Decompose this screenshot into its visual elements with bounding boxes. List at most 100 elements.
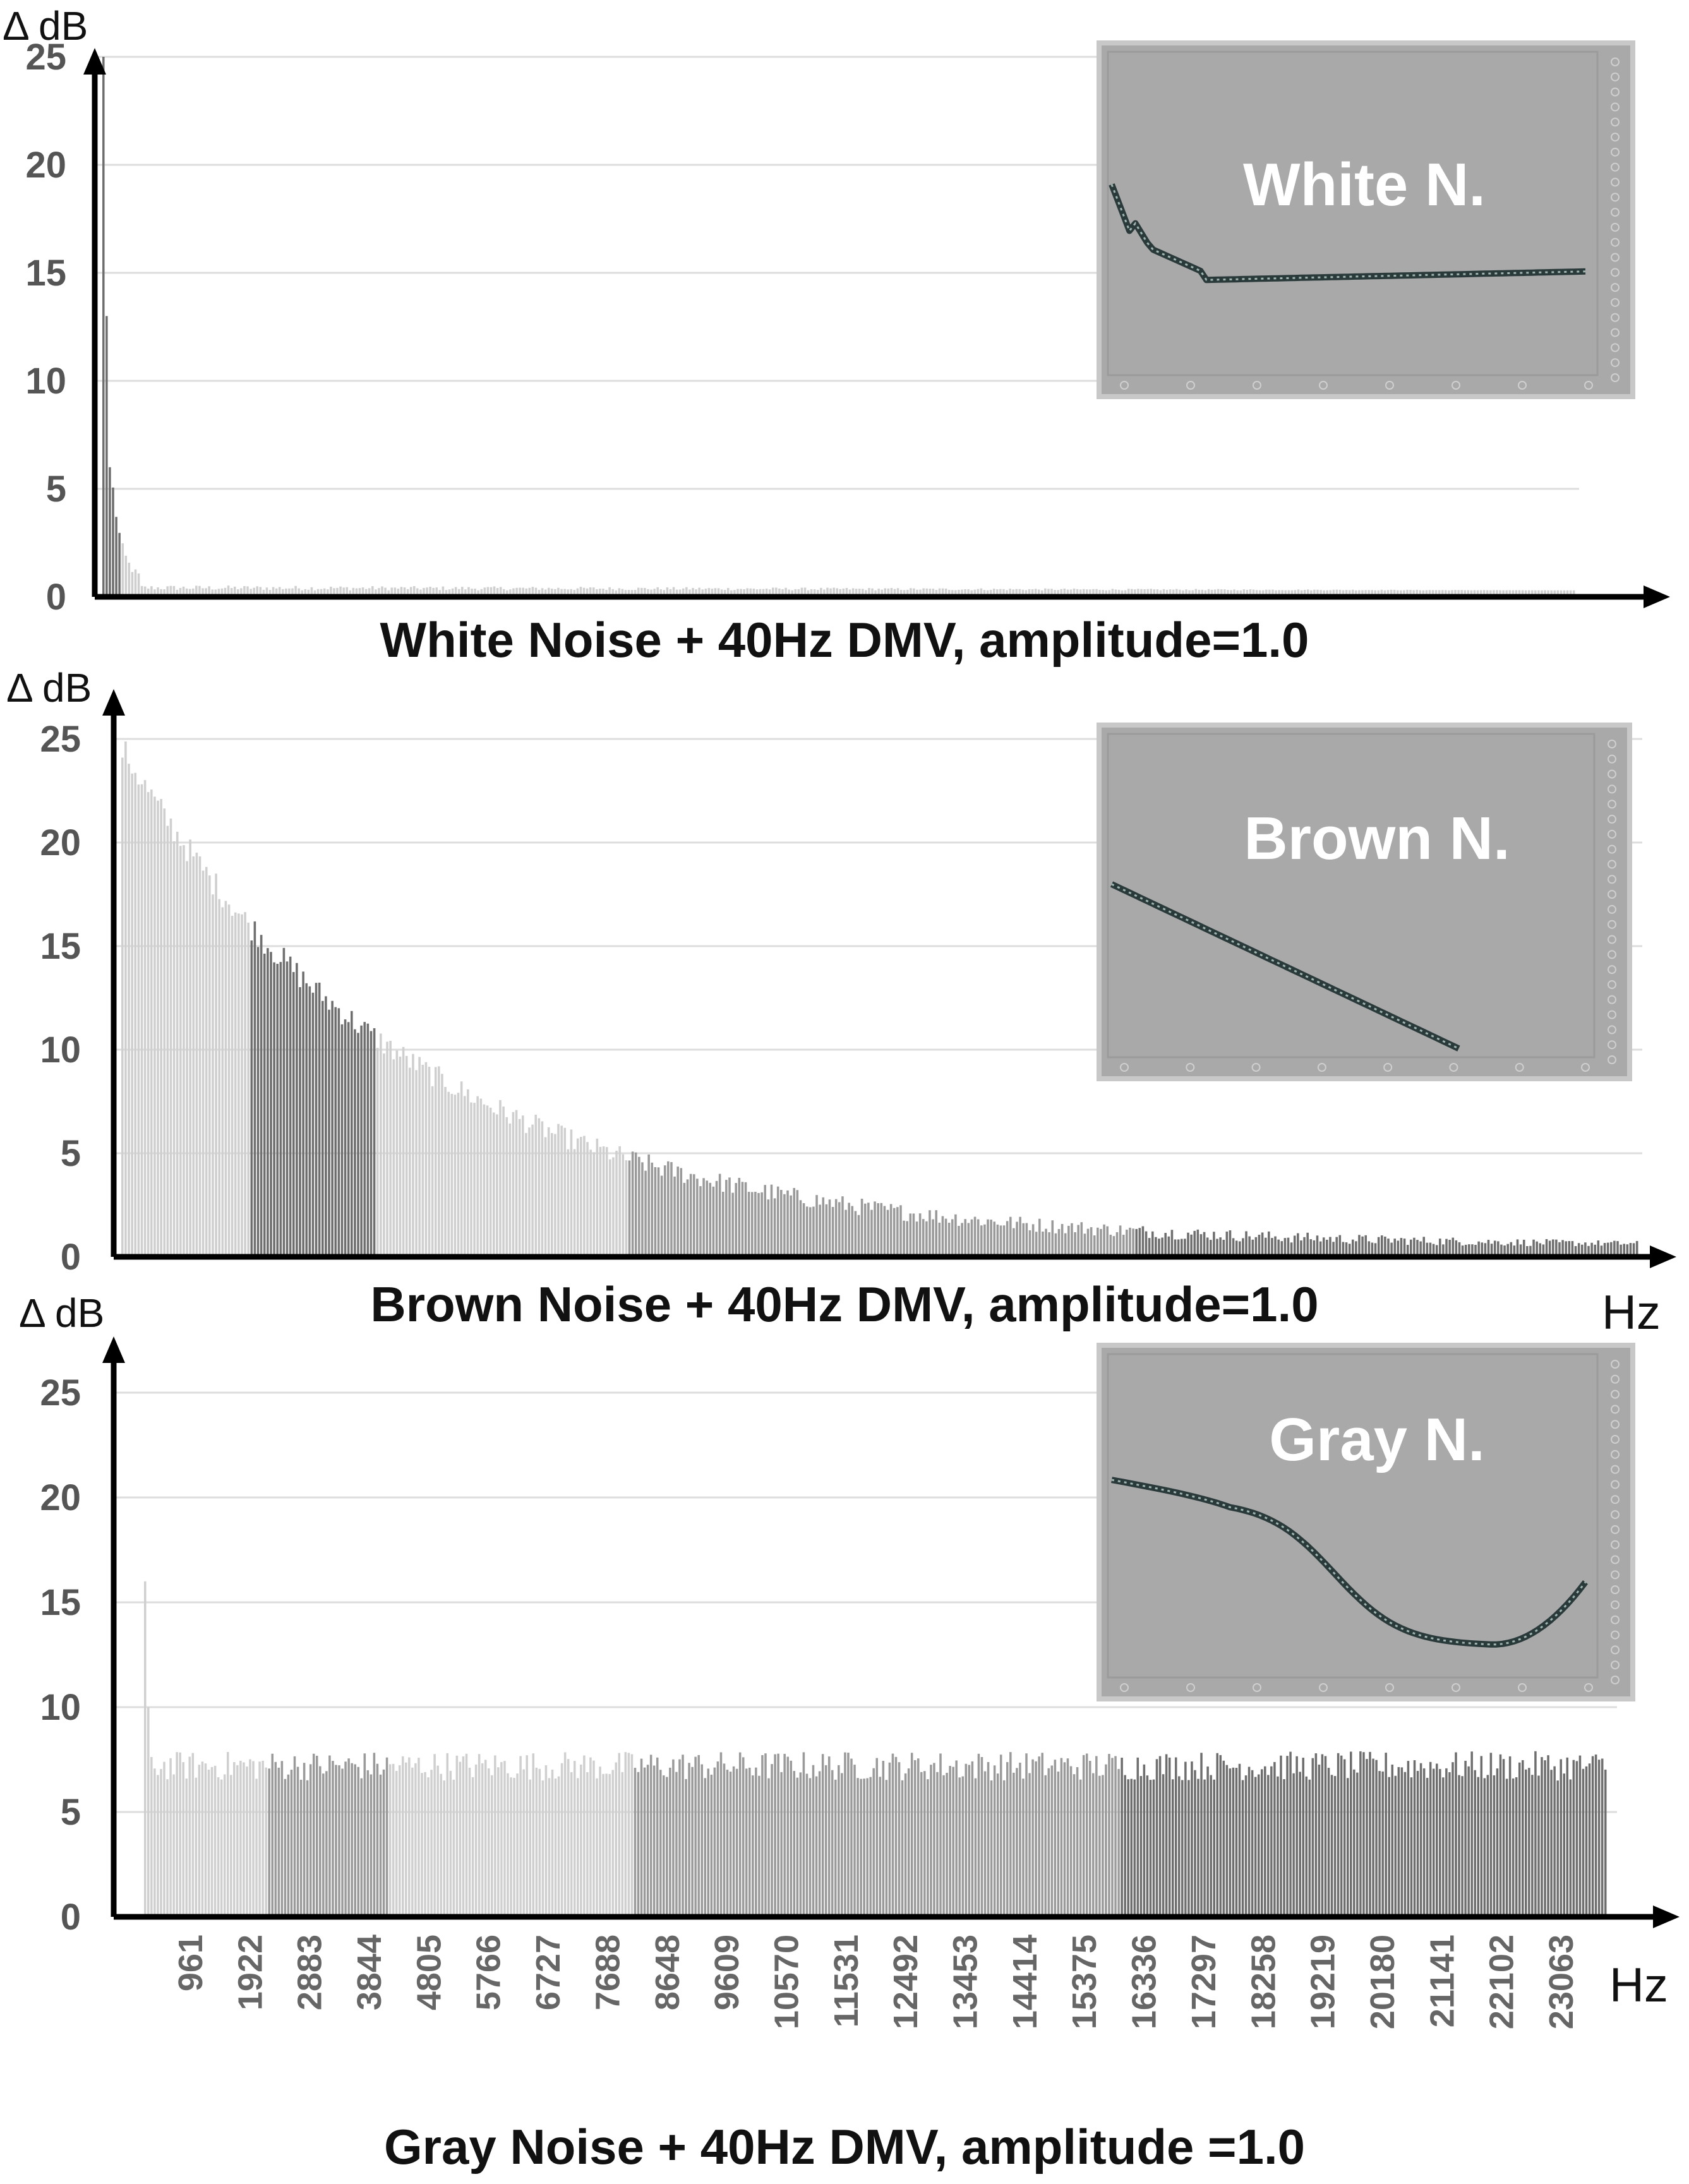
- bar: [408, 1757, 411, 1917]
- bar: [355, 588, 358, 597]
- bar: [354, 1029, 356, 1257]
- bar: [673, 1176, 676, 1257]
- bar: [688, 1763, 690, 1917]
- inset-label: Gray N.: [1269, 1406, 1484, 1473]
- bar: [586, 1772, 589, 1917]
- bar: [1067, 1225, 1070, 1257]
- bar: [357, 1767, 360, 1917]
- bar: [271, 1753, 274, 1917]
- bar: [761, 1755, 764, 1917]
- bar: [403, 587, 406, 597]
- bar: [392, 1763, 395, 1917]
- bar: [723, 590, 726, 597]
- bar: [1345, 590, 1348, 597]
- bar: [1302, 1758, 1304, 1917]
- bar: [728, 1177, 731, 1257]
- bar: [272, 587, 275, 597]
- bar: [538, 589, 541, 597]
- bar: [464, 589, 467, 597]
- bar: [1448, 1772, 1451, 1917]
- bar: [1377, 590, 1380, 597]
- bar: [1002, 589, 1005, 597]
- bar: [602, 1146, 605, 1257]
- bar: [208, 586, 210, 597]
- bar: [134, 569, 137, 597]
- bar: [929, 1210, 931, 1257]
- bar: [1119, 1225, 1122, 1257]
- bar: [1048, 1232, 1050, 1257]
- bar: [1162, 1774, 1165, 1917]
- bar: [388, 1764, 392, 1917]
- bar: [608, 1773, 611, 1917]
- bar: [1371, 1242, 1374, 1257]
- bar: [163, 589, 165, 597]
- bar: [1018, 589, 1021, 597]
- bar: [198, 1765, 201, 1917]
- bar: [486, 587, 490, 597]
- bar: [663, 590, 666, 597]
- bar: [699, 1186, 702, 1257]
- bar: [270, 952, 272, 1257]
- bar: [624, 590, 627, 597]
- bar: [1238, 1763, 1241, 1917]
- bar: [1042, 1231, 1044, 1257]
- white-y-axis-label: Δ dB: [3, 3, 88, 49]
- bar: [634, 590, 637, 597]
- bar: [1587, 1245, 1590, 1257]
- bar: [1455, 1752, 1457, 1917]
- bar: [183, 845, 185, 1257]
- bar: [631, 1151, 634, 1257]
- bar: [525, 588, 528, 597]
- bar: [1429, 1242, 1432, 1257]
- bar: [853, 1765, 856, 1917]
- bar: [930, 1765, 932, 1917]
- bar: [615, 1150, 618, 1257]
- inset-ruler-dot: [1611, 177, 1620, 187]
- bar: [1384, 1236, 1386, 1257]
- inset-ruler-dot: [1608, 815, 1616, 824]
- bar: [109, 467, 111, 597]
- bar: [786, 1756, 789, 1917]
- bar: [1335, 1237, 1338, 1257]
- bar: [1324, 1756, 1327, 1917]
- y-tick-label: 0: [46, 577, 66, 618]
- bar: [131, 773, 133, 1257]
- bar: [1138, 1228, 1141, 1257]
- bar: [700, 1764, 703, 1917]
- bar: [1544, 1760, 1546, 1917]
- bar: [1361, 590, 1364, 597]
- bar: [1329, 1237, 1331, 1257]
- bar: [1063, 588, 1066, 597]
- bar: [964, 1219, 967, 1257]
- bar: [1366, 1759, 1368, 1917]
- bar: [1038, 1756, 1040, 1917]
- bar: [1233, 589, 1235, 597]
- bar: [1508, 1756, 1512, 1917]
- bar: [185, 588, 188, 597]
- bar: [460, 1081, 463, 1257]
- bar: [989, 589, 992, 597]
- bar: [1306, 589, 1309, 597]
- bar: [1174, 1239, 1177, 1257]
- bar: [1222, 1240, 1225, 1257]
- bar: [548, 1778, 551, 1917]
- bar: [890, 587, 893, 597]
- bar: [366, 1023, 370, 1257]
- bar: [999, 1755, 1002, 1917]
- bar: [1403, 590, 1405, 597]
- bar: [760, 1192, 763, 1257]
- bar: [502, 589, 505, 597]
- bar: [1332, 1242, 1335, 1257]
- bar: [653, 589, 656, 597]
- bar: [672, 587, 675, 597]
- bar: [1088, 1761, 1091, 1917]
- bar: [150, 789, 153, 1257]
- bar: [1131, 589, 1133, 597]
- bar: [1556, 1780, 1559, 1917]
- bar: [412, 586, 416, 597]
- inset-ruler-dot: [1608, 1025, 1616, 1035]
- bar: [440, 1773, 442, 1917]
- bar: [1372, 1758, 1374, 1917]
- bar: [279, 962, 282, 1257]
- bar: [351, 1011, 353, 1257]
